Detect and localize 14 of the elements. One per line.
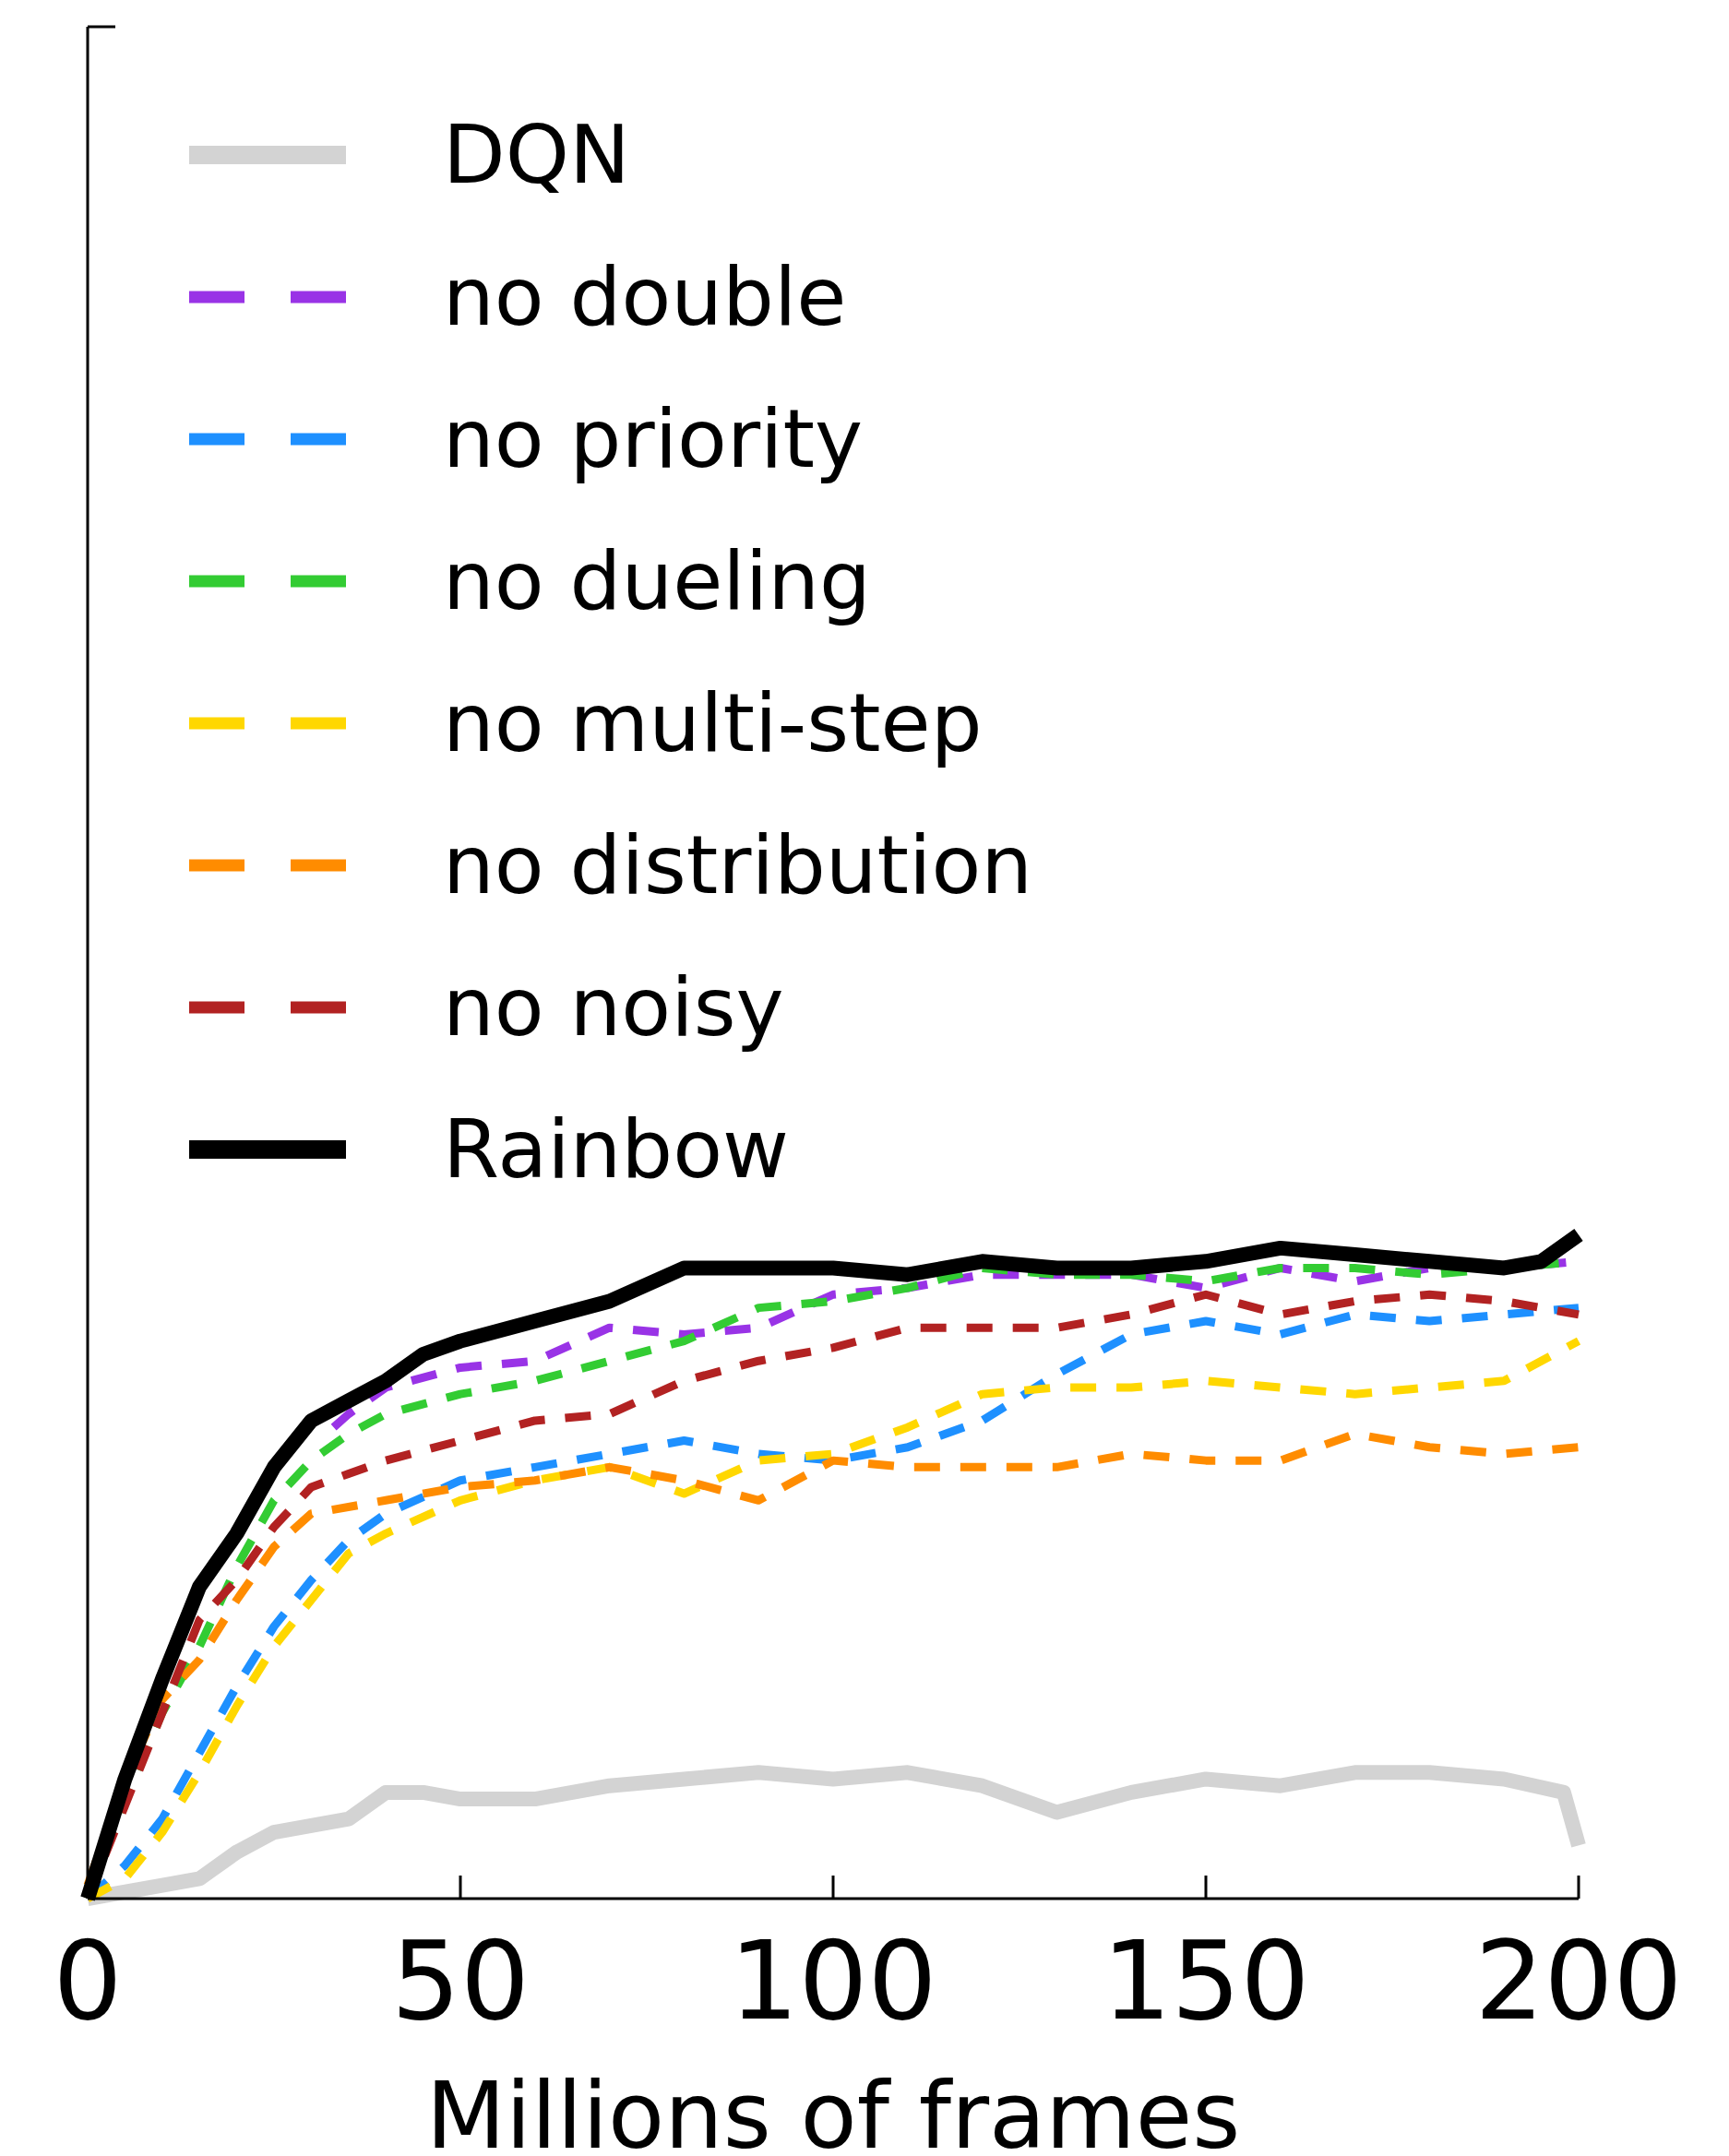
- x-tick-label: 200: [1474, 1917, 1683, 2044]
- x-tick-label: 150: [1102, 1917, 1310, 2044]
- legend-label: no priority: [443, 391, 864, 486]
- x-tick-label: 50: [390, 1917, 531, 2044]
- x-tick-label: 100: [729, 1917, 937, 2044]
- legend-label: no multi-step: [443, 675, 983, 770]
- legend-label: no double: [443, 249, 847, 344]
- legend-label: no distribution: [443, 817, 1033, 912]
- legend-label: DQN: [443, 107, 630, 202]
- legend-label: Rainbow: [443, 1102, 790, 1197]
- x-axis-title: Millions of frames: [425, 2062, 1241, 2156]
- legend-label: no noisy: [443, 959, 784, 1054]
- x-tick-label: 0: [53, 1917, 123, 2044]
- legend-label: no dueling: [443, 533, 871, 628]
